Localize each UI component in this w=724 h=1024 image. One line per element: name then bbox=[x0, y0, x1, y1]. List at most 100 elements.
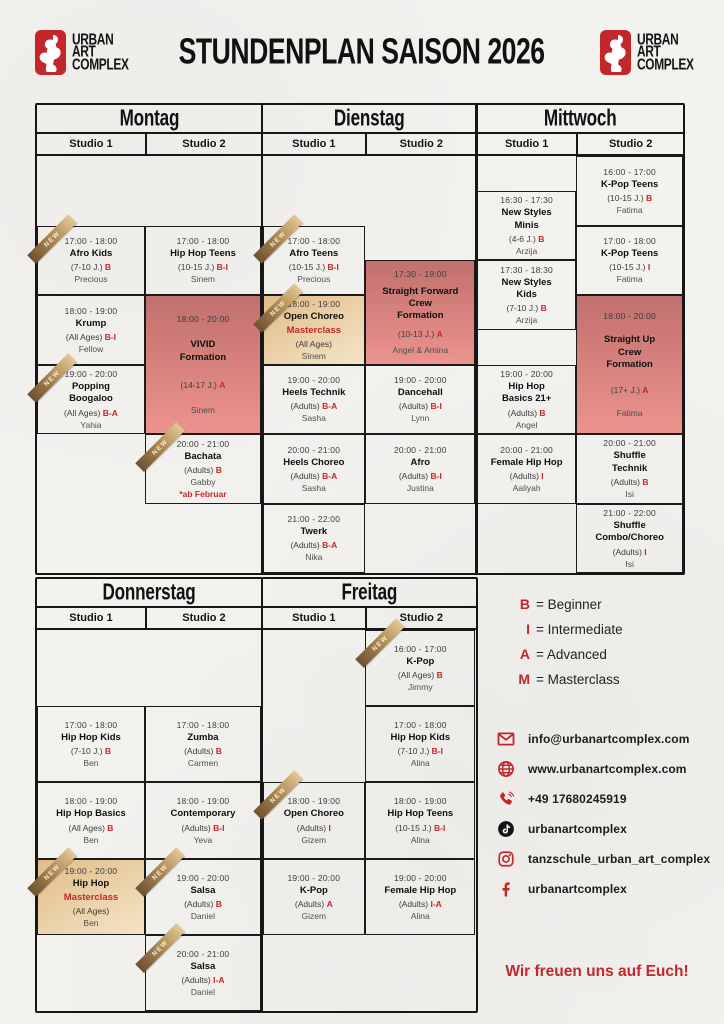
class-age-level: (All Ages) B-I bbox=[66, 332, 116, 342]
class-time: 18:00 - 19:00 bbox=[287, 298, 341, 309]
class-name: K-Pop bbox=[406, 655, 435, 667]
class-instructor: Sasha bbox=[301, 482, 326, 493]
contact-item: urbanartcomplex bbox=[496, 819, 708, 838]
class-time: 19:00 - 20:00 bbox=[64, 368, 118, 379]
class-age: (14-17 J.) bbox=[180, 379, 217, 390]
schedule-body: 17:00 - 18:00 Hip Hop Kids (7-10 J.) B Ben 1… bbox=[27, 630, 261, 1011]
class-age: (All Ages) bbox=[64, 407, 101, 418]
class-instructor: Gizem bbox=[301, 910, 327, 921]
legend-item: I = Intermediate bbox=[514, 621, 708, 637]
contact-text: www.urbanartcomplex.com bbox=[528, 761, 687, 776]
contact-text: info@urbanartcomplex.com bbox=[528, 731, 690, 746]
class-instructor: Fatima bbox=[616, 407, 643, 418]
class-age-level: (Adults) B bbox=[184, 465, 222, 475]
class-age: (Adults) bbox=[612, 546, 642, 557]
class-time: 17:00 - 18:00 bbox=[176, 236, 230, 247]
class-age-level: (All Ages) bbox=[73, 906, 109, 916]
studio-header-row: Studio 1 Studio 2 bbox=[37, 608, 261, 630]
class-age-level: (17+ J.) A bbox=[611, 385, 649, 395]
studio2-label: Studio 2 bbox=[576, 134, 683, 154]
new-ribbon-label: NEW bbox=[42, 368, 62, 387]
class-level: I-A bbox=[430, 898, 442, 909]
class-time: 19:00 - 20:00 bbox=[176, 872, 230, 883]
class-age: (Adults) bbox=[290, 401, 320, 412]
class-instructor: Yahia bbox=[80, 419, 102, 430]
class-name: Female Hip Hop bbox=[490, 456, 563, 468]
class-age-level: (7-10 J.) B bbox=[71, 746, 111, 756]
class-cell: 20:00 - 21:00 Female Hip Hop (Adults) I Aal… bbox=[477, 434, 577, 504]
schedule-bottom-row: Donnerstag Studio 1 Studio 2 17:00 - 18:00 H… bbox=[27, 577, 478, 1013]
page-title: STUNDENPLAN SAISON 2026 bbox=[178, 31, 545, 72]
class-instructor: Ben bbox=[83, 917, 99, 928]
logo-text: URBAN ART COMPLEX bbox=[637, 31, 698, 72]
class-age-level: (10-15 J.) B-I bbox=[395, 823, 445, 833]
class-cell: NEW 18:00 - 19:00 Open Choreo (Adults) I Giz… bbox=[252, 770, 366, 859]
class-age: (10-15 J.) bbox=[177, 262, 215, 273]
legend-level-label: = Advanced bbox=[536, 647, 607, 662]
class-time: 17:00 - 18:00 bbox=[64, 720, 118, 731]
studio1-label: Studio 1 bbox=[292, 612, 336, 624]
class-age: (7-10 J.) bbox=[70, 746, 103, 757]
legend-level-letter: B bbox=[519, 596, 530, 612]
legend-level-label: = Intermediate bbox=[536, 622, 623, 637]
class-instructor: Sinem bbox=[301, 350, 326, 361]
new-ribbon-label: NEW bbox=[42, 229, 62, 248]
class-name: VIVID Formation bbox=[179, 339, 227, 363]
class-instructor: Precious bbox=[297, 274, 331, 285]
class-time: 19:00 - 20:00 bbox=[393, 872, 447, 883]
class-name: Salsa bbox=[190, 960, 216, 972]
class-name: Shuffle Technik bbox=[612, 450, 648, 474]
class-name: K-Pop Teens bbox=[600, 248, 659, 260]
new-ribbon-label: NEW bbox=[150, 862, 170, 882]
class-cell: NEW 19:00 - 20:00 Popping Boogaloo (All Age… bbox=[27, 352, 145, 434]
class-instructor: Arzija bbox=[516, 245, 538, 256]
class-time: 18:00 - 19:00 bbox=[64, 305, 118, 316]
class-age-level: (Adults) B-A bbox=[290, 401, 337, 411]
class-time: 18:00 - 20:00 bbox=[176, 313, 230, 324]
class-instructor: Gizem bbox=[301, 834, 327, 845]
class-cell: 19:00 - 20:00 Heels Technik (Adults) B-A Sa… bbox=[262, 364, 366, 434]
schedule-top-row: Montag Studio 1 Studio 2 NEW 17:00 - 18:00 Af… bbox=[27, 103, 685, 575]
class-time: 17:00 - 18:00 bbox=[64, 236, 118, 247]
class-level: B-A bbox=[322, 401, 338, 412]
class-age: (10-15 J.) bbox=[288, 262, 326, 273]
class-age: (Adults) bbox=[184, 464, 214, 475]
contact-item: tanzschule_urban_art_complex bbox=[496, 849, 710, 868]
class-time: 17:00 - 18:00 bbox=[393, 720, 447, 731]
class-level: I bbox=[328, 822, 331, 833]
new-ribbon-label: NEW bbox=[42, 862, 62, 882]
class-note: *ab Februar bbox=[179, 488, 227, 499]
class-level: I bbox=[647, 262, 651, 273]
class-instructor: Ben bbox=[83, 834, 99, 845]
contact-list: info@urbanartcomplex.com www.urbanartcomp… bbox=[496, 729, 710, 898]
class-instructor: Angel bbox=[515, 419, 538, 430]
class-time: 21:00 - 22:00 bbox=[603, 507, 656, 518]
class-age-level: (10-13 J.) A bbox=[398, 329, 443, 339]
class-level: B bbox=[107, 822, 114, 833]
contact-text: urbanartcomplex bbox=[528, 881, 627, 896]
class-time: 17:00 - 18:00 bbox=[603, 236, 656, 247]
class-level: B bbox=[645, 192, 653, 203]
class-level: B bbox=[104, 262, 112, 273]
class-time: 20:00 - 21:00 bbox=[393, 444, 447, 455]
class-time: 18:00 - 19:00 bbox=[64, 796, 118, 807]
studio-header-row: Studio 1 Studio 2 bbox=[37, 134, 261, 156]
class-age: (Adults) bbox=[398, 470, 429, 481]
class-name: Straight Up Crew Formation bbox=[604, 334, 656, 371]
legend-level-letter: I bbox=[526, 621, 530, 637]
legend-item: B = Beginner bbox=[514, 596, 708, 612]
class-cell: 20:00 - 21:00 Shuffle Technik (Adults) B Is… bbox=[576, 434, 683, 504]
class-age-level: (Adults) B bbox=[508, 408, 546, 418]
class-instructor: Yeva bbox=[193, 834, 213, 845]
class-name: Female Hip Hop bbox=[384, 884, 457, 896]
studio-header-row: Studio 1 Studio 2 bbox=[477, 134, 683, 156]
class-cell: NEW 16:00 - 17:00 K-Pop (All Ages) B Jimmy bbox=[355, 618, 476, 707]
day-table-mittwoch: Mittwoch Studio 1 Studio 2 16:30 - 17:30 New… bbox=[475, 103, 685, 575]
contact-text: +49 17680245919 bbox=[528, 791, 627, 806]
class-name: Hip Hop Basics bbox=[56, 808, 126, 820]
logo-line: URBAN bbox=[72, 30, 114, 49]
class-name: New Styles Minis bbox=[501, 207, 552, 231]
day-header: Dienstag bbox=[262, 105, 476, 134]
class-name: K-Pop bbox=[299, 884, 328, 896]
class-name: Contemporary bbox=[170, 808, 236, 820]
